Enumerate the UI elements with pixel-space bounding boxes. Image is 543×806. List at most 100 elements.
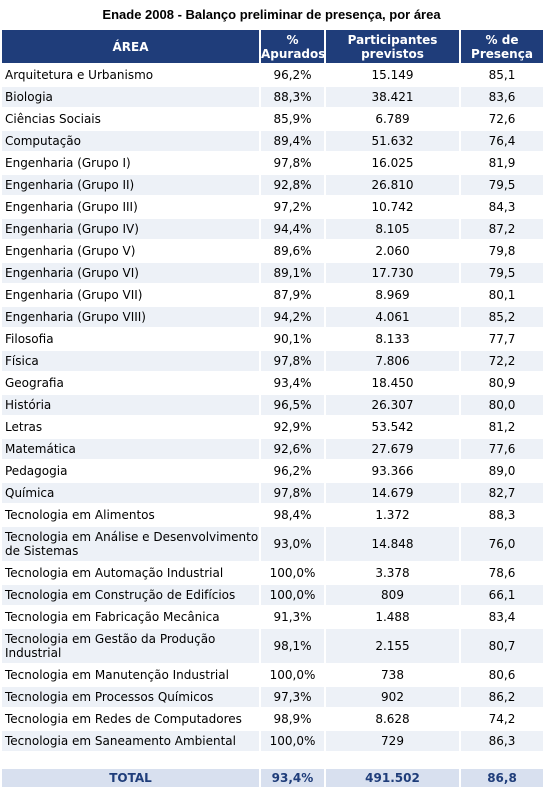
cell-apurados: 85,9% (273, 112, 312, 126)
table-row: Tecnologia em Análise e Desenvolvimento … (2, 527, 543, 561)
total-previstos: 491.502 (326, 769, 459, 787)
cell-previstos: 8.133 (375, 332, 410, 346)
table-row: Tecnologia em Manutenção Industrial 100,0… (2, 665, 543, 685)
total-apurados: 93,4% (261, 769, 324, 787)
cell-apurados: 87,9% (273, 288, 312, 302)
cell-apurados: 92,9% (273, 420, 312, 434)
cell-presenca: 82,7 (461, 483, 543, 503)
cell-presenca: 74,2 (488, 712, 516, 726)
cell-apurados: 93,0% (261, 527, 324, 561)
cell-previstos: 1.372 (375, 508, 410, 522)
cell-previstos: 16.025 (371, 156, 414, 170)
cell-apurados: 92,6% (261, 439, 324, 459)
cell-presenca: 78,6 (488, 566, 516, 580)
total-label: TOTAL (2, 769, 259, 787)
table-row: História 96,5% 26.307 80,0 (2, 395, 543, 415)
cell-presenca: 81,2 (488, 420, 516, 434)
cell-presenca: 80,0 (461, 395, 543, 415)
cell-area: Letras (5, 420, 43, 434)
header-apurados: % Apurados (261, 30, 325, 63)
cell-area: Engenharia (Grupo III) (5, 200, 138, 214)
cell-presenca: 85,2 (461, 307, 543, 327)
table-row: Tecnologia em Alimentos 98,4% 1.372 88,3 (2, 505, 543, 525)
cell-presenca: 77,7 (488, 332, 516, 346)
table-row: Engenharia (Grupo IV) 94,4% 8.105 87,2 (2, 219, 543, 239)
cell-apurados: 93,4% (273, 376, 312, 390)
cell-area: Engenharia (Grupo VIII) (2, 307, 259, 327)
total-row: TOTAL 93,4% 491.502 86,8 (2, 769, 543, 787)
cell-area: Computação (2, 131, 259, 151)
table-row: Tecnologia em Processos Químicos 97,3% 902… (2, 687, 543, 707)
table-row: Biologia 88,3% 38.421 83,6 (2, 87, 543, 107)
cell-area: Tecnologia em Construção de Edifícios (2, 585, 259, 605)
cell-area: Tecnologia em Manutenção Industrial (5, 668, 229, 682)
cell-apurados: 94,4% (261, 219, 324, 239)
cell-presenca: 80,1 (488, 288, 516, 302)
cell-apurados: 91,3% (273, 610, 312, 624)
cell-presenca: 85,1 (488, 68, 516, 82)
table-row: Tecnologia em Fabricação Mecânica 91,3% 1.… (2, 607, 543, 627)
cell-presenca: 79,5 (461, 263, 543, 283)
cell-previstos: 8.969 (375, 288, 410, 302)
cell-apurados: 96,2% (273, 464, 312, 478)
cell-presenca: 79,5 (461, 175, 543, 195)
cell-presenca: 80,7 (461, 629, 543, 663)
table-row: Engenharia (Grupo VII) 87,9% 8.969 80,1 (2, 285, 543, 305)
table-row: Engenharia (Grupo VI) 89,1% 17.730 79,5 (2, 263, 543, 283)
cell-apurados: 96,2% (273, 68, 312, 82)
cell-apurados: 98,4% (273, 508, 312, 522)
cell-previstos: 7.806 (326, 351, 459, 371)
cell-presenca: 84,3 (488, 200, 516, 214)
cell-apurados: 97,2% (273, 200, 312, 214)
table-row: Pedagogia 96,2% 93.366 89,0 (2, 461, 543, 481)
table-row: Tecnologia em Construção de Edifícios 100… (2, 585, 543, 605)
header-presenca: % de Presença (461, 30, 543, 63)
cell-previstos: 38.421 (326, 87, 459, 107)
table-row: Engenharia (Grupo V) 89,6% 2.060 79,8 (2, 241, 543, 261)
cell-area: História (2, 395, 259, 415)
cell-area: Geografia (5, 376, 64, 390)
table-row: Engenharia (Grupo III) 97,2% 10.742 84,3 (2, 197, 543, 217)
cell-previstos: 18.450 (371, 376, 414, 390)
cell-presenca: 89,0 (488, 464, 516, 478)
cell-apurados: 88,3% (261, 87, 324, 107)
table-body: Arquitetura e Urbanismo 96,2% 15.149 85,1 Bi… (2, 65, 543, 787)
cell-area: Tecnologia em Automação Industrial (5, 566, 224, 580)
cell-area: Tecnologia em Redes de Computadores (5, 712, 242, 726)
cell-previstos: 809 (326, 585, 459, 605)
cell-apurados: 89,4% (261, 131, 324, 151)
cell-previstos: 14.848 (326, 527, 459, 561)
cell-apurados: 98,1% (261, 629, 324, 663)
cell-apurados: 100,0% (261, 731, 324, 751)
table-row: Ciências Sociais 85,9% 6.789 72,6 (2, 109, 543, 129)
table-row: Arquitetura e Urbanismo 96,2% 15.149 85,1 (2, 65, 543, 85)
cell-apurados: 100,0% (261, 585, 324, 605)
cell-presenca: 81,9 (488, 156, 516, 170)
cell-previstos: 4.061 (326, 307, 459, 327)
cell-apurados: 96,5% (261, 395, 324, 415)
cell-apurados: 90,1% (273, 332, 312, 346)
cell-area: Tecnologia em Alimentos (5, 508, 155, 522)
cell-area: Tecnologia em Saneamento Ambiental (2, 731, 259, 751)
cell-previstos: 17.730 (326, 263, 459, 283)
cell-previstos: 26.810 (326, 175, 459, 195)
cell-presenca: 76,0 (461, 527, 543, 561)
cell-previstos: 738 (381, 668, 404, 682)
cell-area: Pedagogia (5, 464, 68, 478)
cell-presenca: 66,1 (461, 585, 543, 605)
cell-previstos: 53.542 (371, 420, 414, 434)
cell-previstos: 8.628 (375, 712, 410, 726)
cell-apurados: 94,2% (261, 307, 324, 327)
cell-area: Tecnologia em Gestão da Produção Industr… (2, 629, 259, 663)
cell-apurados: 89,6% (273, 244, 312, 258)
table-row: Física 97,8% 7.806 72,2 (2, 351, 543, 371)
table-row: Engenharia (Grupo VIII) 94,2% 4.061 85,2 (2, 307, 543, 327)
table-row: Química 97,8% 14.679 82,7 (2, 483, 543, 503)
cell-previstos: 10.742 (371, 200, 414, 214)
cell-area: Engenharia (Grupo V) (5, 244, 136, 258)
cell-area: Engenharia (Grupo IV) (2, 219, 259, 239)
cell-previstos: 27.679 (326, 439, 459, 459)
cell-presenca: 83,4 (488, 610, 516, 624)
table-row: Geografia 93,4% 18.450 80,9 (2, 373, 543, 393)
cell-previstos: 51.632 (326, 131, 459, 151)
